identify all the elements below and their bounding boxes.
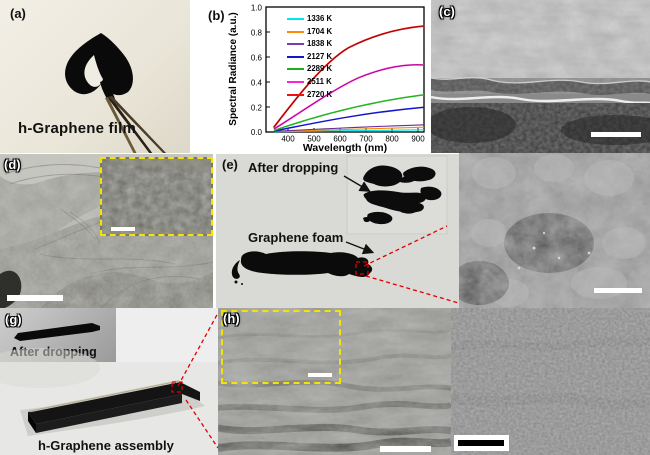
svg-text:Wavelength (nm): Wavelength (nm) [303,142,387,153]
svg-text:0.4: 0.4 [251,79,263,88]
svg-text:1.0: 1.0 [251,4,263,13]
svg-text:900: 900 [411,135,425,144]
svg-text:Spectral Radiance (a.u.): Spectral Radiance (a.u.) [228,12,239,125]
svg-text:0.8: 0.8 [251,29,263,38]
svg-text:800: 800 [385,135,399,144]
svg-text:400: 400 [281,135,295,144]
svg-text:0.0: 0.0 [251,128,263,137]
svg-text:0.6: 0.6 [251,54,263,63]
svg-text:0.2: 0.2 [251,104,263,113]
